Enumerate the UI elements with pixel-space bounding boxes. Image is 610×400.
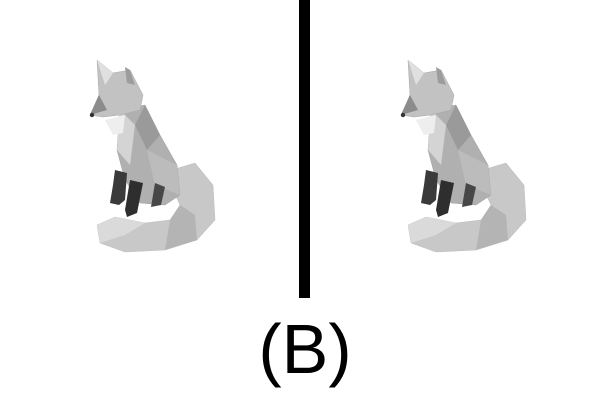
figure-caption: (B)	[258, 310, 352, 388]
fox-model-icon	[400, 59, 527, 253]
vertical-divider	[299, 0, 310, 298]
fox-model-icon	[89, 59, 216, 253]
